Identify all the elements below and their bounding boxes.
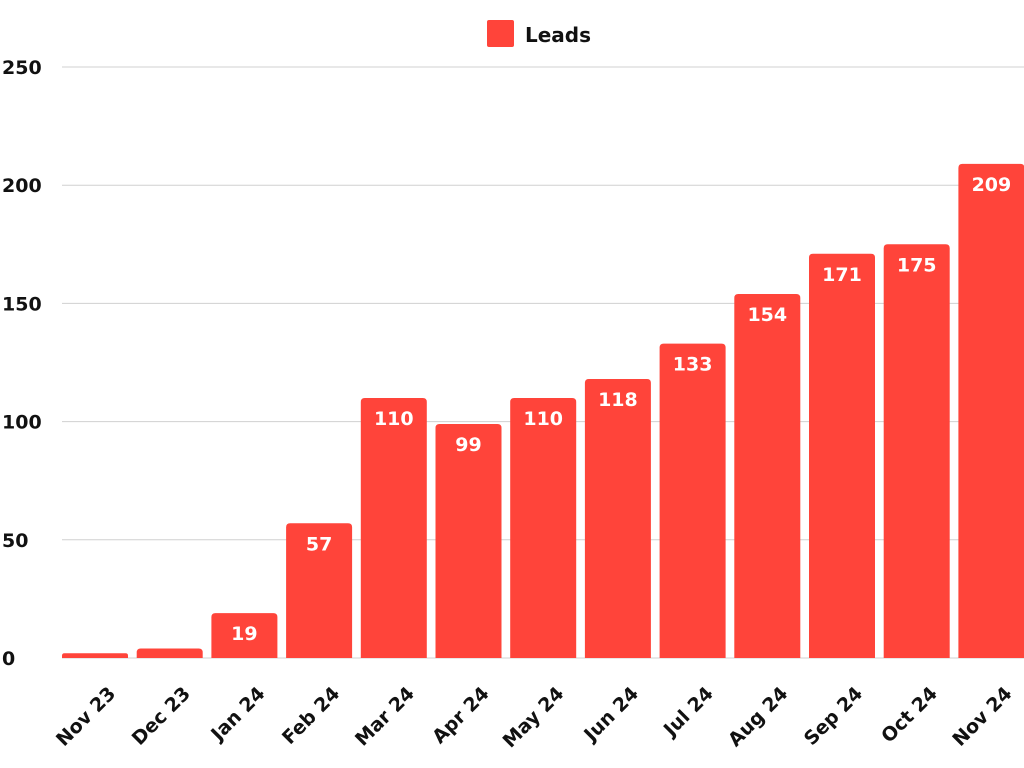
x-tick-label: Mar 24 xyxy=(351,683,419,751)
bar-nov-23 xyxy=(62,653,128,658)
bar-value-label: 171 xyxy=(822,264,862,286)
x-tick-label: Oct 24 xyxy=(877,683,942,748)
bar-value-label: 110 xyxy=(374,408,414,430)
bars xyxy=(62,163,1024,659)
bar-value-label: 154 xyxy=(747,304,787,326)
bar-labels: 19 57 110 99 110 118 133 154 171 175 209 xyxy=(231,174,1011,645)
x-axis: Nov 23 Dec 23 Jan 24 Feb 24 Mar 24 Apr 24 May … xyxy=(52,683,1017,753)
y-tick-label: 200 xyxy=(2,175,42,197)
x-tick-label: Sep 24 xyxy=(800,683,867,750)
legend: Leads xyxy=(487,20,591,47)
x-tick-label: Nov 24 xyxy=(948,683,1016,751)
x-tick-label: Dec 23 xyxy=(128,683,195,750)
x-tick-label: Nov 23 xyxy=(52,683,120,751)
x-tick-label: Feb 24 xyxy=(278,683,344,749)
x-tick-label: Jul 24 xyxy=(658,683,718,743)
x-tick-label: Jun 24 xyxy=(579,683,643,747)
y-tick-label: 100 xyxy=(2,412,42,434)
y-tick-label: 50 xyxy=(2,530,28,552)
bar-sep-24 xyxy=(809,253,875,659)
x-tick-label: Jan 24 xyxy=(206,683,270,747)
bar-mar-24 xyxy=(360,397,427,658)
bar-jun-24 xyxy=(584,379,651,658)
y-tick-label: 0 xyxy=(2,648,15,670)
y-tick-label: 250 xyxy=(2,57,42,79)
bar-value-label: 133 xyxy=(673,354,713,376)
bar-value-label: 209 xyxy=(972,174,1012,196)
bar-value-label: 110 xyxy=(523,408,563,430)
bar-jan-24 xyxy=(211,613,278,658)
bar-oct-24 xyxy=(883,244,950,659)
x-tick-label: May 24 xyxy=(499,683,569,753)
bar-feb-24 xyxy=(286,523,353,658)
bar-may-24 xyxy=(510,397,577,658)
x-tick-label: Aug 24 xyxy=(724,683,793,752)
bar-apr-24 xyxy=(435,423,502,658)
bar-aug-24 xyxy=(734,293,801,658)
bar-dec-23 xyxy=(136,648,203,658)
bar-jul-24 xyxy=(659,343,726,658)
bar-value-label: 19 xyxy=(231,623,257,645)
bar-nov-24 xyxy=(958,163,1024,658)
legend-swatch-leads xyxy=(487,20,514,47)
bar-value-label: 175 xyxy=(897,254,937,276)
bar-value-label: 99 xyxy=(455,434,481,456)
bar-value-label: 57 xyxy=(306,533,332,555)
bar-value-label: 118 xyxy=(598,389,638,411)
x-tick-label: Apr 24 xyxy=(428,683,494,749)
legend-label-leads: Leads xyxy=(525,23,591,47)
y-axis: 0 50 100 150 200 250 xyxy=(2,57,42,670)
y-tick-label: 150 xyxy=(2,293,42,315)
